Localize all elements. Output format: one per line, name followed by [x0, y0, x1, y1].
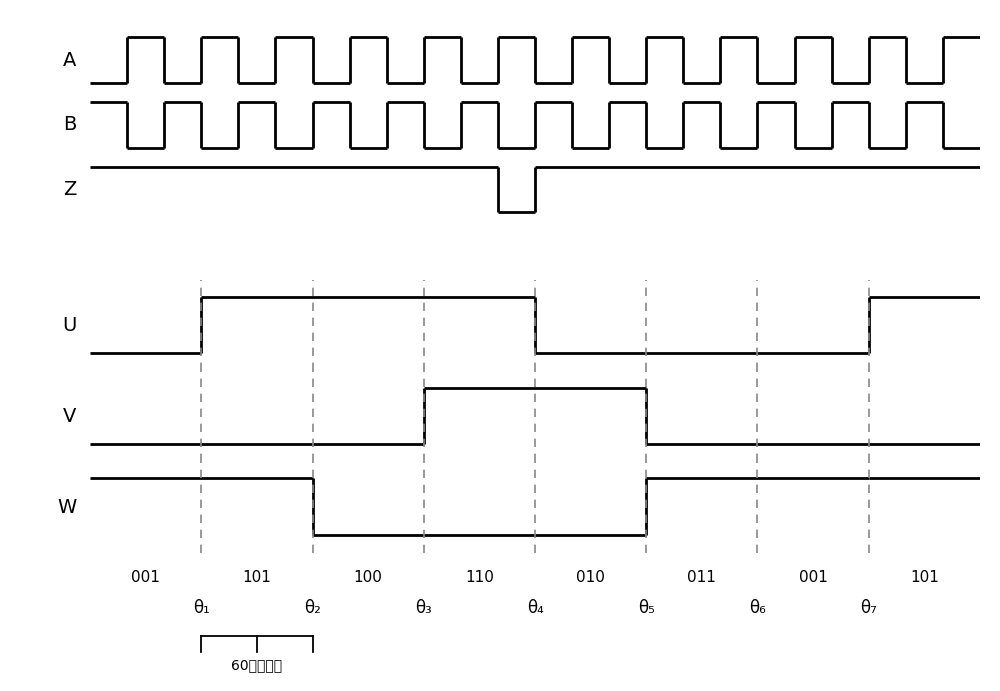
Text: 011: 011 — [687, 570, 716, 585]
Text: θ₇: θ₇ — [860, 599, 877, 617]
Text: 100: 100 — [354, 570, 383, 585]
Text: B: B — [63, 115, 77, 134]
Text: V: V — [63, 407, 77, 426]
Text: 001: 001 — [131, 570, 160, 585]
Text: 010: 010 — [576, 570, 605, 585]
Text: W: W — [57, 498, 77, 517]
Text: θ₄: θ₄ — [527, 599, 543, 617]
Text: 001: 001 — [799, 570, 828, 585]
Text: θ₆: θ₆ — [749, 599, 766, 617]
Text: A: A — [63, 50, 77, 70]
Text: 110: 110 — [465, 570, 494, 585]
Text: Z: Z — [63, 180, 77, 199]
Text: θ₂: θ₂ — [304, 599, 321, 617]
Text: θ₁: θ₁ — [193, 599, 210, 617]
Text: θ₃: θ₃ — [415, 599, 432, 617]
Text: U: U — [62, 316, 77, 335]
Text: 101: 101 — [242, 570, 271, 585]
Text: 101: 101 — [910, 570, 939, 585]
Text: 60度电角度: 60度电角度 — [231, 658, 282, 672]
Text: θ₅: θ₅ — [638, 599, 655, 617]
